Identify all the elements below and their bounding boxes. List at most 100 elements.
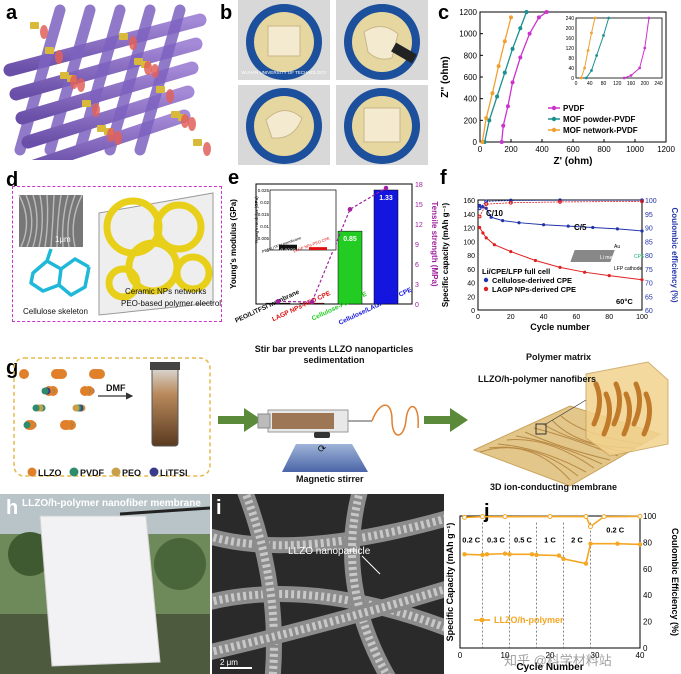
inset-data-point [602, 34, 605, 37]
inset-y-tick-label: 0 [571, 76, 574, 82]
cellulose-molecule [29, 248, 91, 297]
cycling-chart: 0 20 40 60 80 100 0 20 40 60 80 100 120 140 160 60 65 70 7… [441, 198, 679, 332]
panel-letter-c: c [438, 2, 450, 24]
sem-fiber [50, 194, 55, 248]
x-tick-label: 600 [566, 145, 580, 154]
capacity-line [479, 205, 643, 232]
inset-y-tick-label: 40 [568, 66, 574, 72]
y2-tick-label: 100 [643, 512, 657, 521]
inset-y-tick-label: 120 [566, 46, 575, 52]
particle-llzo [89, 369, 99, 379]
inset-data-point [593, 16, 597, 20]
scale-1um: 1μm [55, 235, 71, 244]
legend-marker [479, 617, 485, 623]
efficiency-point [480, 514, 485, 520]
inset-x-tick-label: 200 [641, 81, 650, 87]
inset-data-point [622, 76, 626, 80]
panel-e: Young's modulus (GPa) Tensile strength (M… [226, 172, 440, 332]
y2-tick-label: 0 [415, 302, 419, 309]
ceramic-label: Ceramic NPs networks [125, 287, 207, 296]
rate-label: 0.2 C [462, 535, 481, 544]
efficiency-point [477, 206, 482, 211]
bar-3 [337, 230, 363, 305]
sem-fiber [18, 194, 28, 248]
capacity-point [502, 551, 508, 556]
li-metal-label: Li metal [600, 255, 618, 261]
panel-a [0, 0, 222, 160]
process-arrow-2 [424, 408, 468, 432]
x-tick-label: 400 [535, 145, 549, 154]
membrane-fiber [497, 443, 587, 473]
y2-tick-label: 80 [645, 253, 653, 260]
inset-x-tick-label: 40 [587, 81, 593, 87]
particle [151, 64, 159, 78]
zoom-box [535, 423, 547, 435]
capacity-line [479, 227, 643, 281]
x-tick-label: 30 [591, 651, 600, 660]
peo-label: PEO-based polymer electrolyte [121, 299, 222, 308]
y2-tick-label: 15 [415, 202, 423, 209]
data-point [518, 55, 523, 60]
membrane-3d-label: 3D ion-conducting membrane [490, 482, 618, 492]
inset-y-tick-label: 0.015 [258, 212, 270, 217]
y-tick-label: 80 [467, 253, 475, 260]
y-tick-label: 100 [463, 239, 475, 246]
photo-3 [238, 85, 330, 165]
nanoparticle-string [212, 514, 444, 550]
y2-tick-label: 3 [415, 282, 419, 289]
efficiency-line [479, 199, 642, 209]
inset-data-point [638, 66, 642, 70]
membrane-fiber [506, 439, 595, 469]
cube-fiber [591, 381, 602, 427]
y2-axis-label: Coulombic Efficiency (%) [670, 528, 680, 636]
inset-value-label: 0.0012 [310, 251, 326, 257]
legend-llzo: LLZO [38, 468, 62, 478]
y2-tick-label: 9 [415, 242, 419, 249]
particle [92, 103, 100, 117]
y-tick-label: 800 [464, 51, 478, 60]
capacity-point [484, 552, 490, 557]
plot-frame [255, 183, 413, 305]
membrane-fiber [524, 431, 611, 461]
bar-value-label: 1.33 [379, 195, 393, 202]
legend-label: MOF network-PVDF [563, 126, 638, 135]
data-point [502, 70, 507, 75]
panel-letter-h: h [6, 497, 19, 519]
y-tick-label: 0 [473, 138, 478, 147]
y-tick-label: 400 [464, 95, 478, 104]
seal-photos: WUHAN UNIVERSITY OF TECHNOLOGY [238, 0, 428, 165]
y2-tick-label: 12 [415, 222, 423, 229]
legend-marker [483, 277, 489, 283]
zoom-line [545, 399, 587, 425]
polymer-matrix-label: Polymer matrix [526, 352, 592, 362]
rate-label: 1 C [544, 535, 556, 544]
panel-letter-g: g [6, 357, 19, 379]
photo-4 [336, 85, 428, 165]
x-axis-label: Cycle Number [516, 662, 583, 673]
svg-text:⟳: ⟳ [318, 444, 327, 455]
particle-peo [72, 404, 80, 412]
y2-tick-label: 0 [643, 644, 648, 653]
jet-fiber [371, 404, 419, 436]
y-tick-label: 120 [463, 226, 475, 233]
mof-crystal [156, 86, 165, 93]
data-point [502, 39, 507, 44]
legend-litfsi: LiTFSI [160, 468, 188, 478]
y2-tick-label: 60 [643, 565, 652, 574]
y2-tick-label: 40 [643, 591, 652, 600]
plot-frame [477, 199, 643, 311]
legend-peo: PEO [122, 468, 142, 478]
legend-label: PVDF [563, 104, 584, 113]
y2-axis-label: Coulombic efficiency (%) [670, 207, 679, 302]
panel-c: 0 200 400 600 800 1000 1200 0 200 400 600 800 1000 12… [436, 0, 681, 168]
mof-crystal [119, 33, 128, 40]
particle [129, 36, 137, 50]
inset-data-point [629, 74, 633, 77]
inset-y-tick-label: 160 [566, 36, 575, 42]
fiber-strand [21, 85, 195, 149]
tensile-point [383, 185, 389, 191]
bar-value-label: 0.85 [343, 236, 357, 243]
ceramic-ring [153, 201, 205, 253]
membrane-fiber [479, 447, 571, 481]
nanoparticle-string [212, 585, 444, 656]
